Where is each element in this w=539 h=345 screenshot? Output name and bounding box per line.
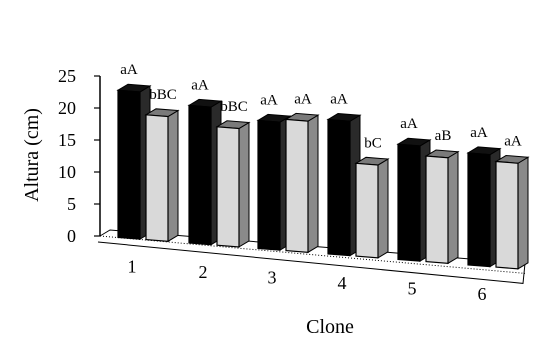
bar-data-label: aA bbox=[191, 77, 209, 93]
y-tick-label: 15 bbox=[58, 130, 76, 150]
bar bbox=[425, 155, 449, 264]
bar-data-label: bBC bbox=[220, 99, 248, 115]
bar bbox=[495, 160, 519, 270]
x-tick-label: 5 bbox=[408, 279, 417, 299]
bar-data-label: bBC bbox=[149, 87, 177, 103]
bar bbox=[257, 119, 281, 251]
y-tick-label: 0 bbox=[67, 226, 76, 246]
y-tick-label: 20 bbox=[58, 98, 76, 118]
y-tick-label: 25 bbox=[58, 66, 76, 86]
bar bbox=[145, 114, 169, 242]
x-axis-label: Clone bbox=[306, 316, 354, 338]
bar-side bbox=[447, 150, 459, 265]
x-axis-line bbox=[99, 235, 526, 274]
y-tick-label: 10 bbox=[58, 162, 76, 182]
bar-side bbox=[377, 158, 389, 259]
x-tick-label: 3 bbox=[268, 268, 277, 288]
bar bbox=[117, 89, 141, 240]
bar-data-label: aA bbox=[400, 116, 418, 132]
x-tick-label: 6 bbox=[478, 284, 487, 304]
bar-data-label: aA bbox=[470, 125, 488, 141]
bar bbox=[467, 152, 491, 268]
x-tick-label: 2 bbox=[199, 262, 208, 282]
bar-data-label: bC bbox=[364, 135, 382, 151]
bar bbox=[188, 104, 212, 246]
bar bbox=[397, 143, 421, 262]
y-tick-label: 5 bbox=[67, 194, 76, 214]
bar-side bbox=[238, 121, 250, 248]
bar bbox=[216, 126, 240, 248]
y-axis-label: Altura (cm) bbox=[21, 108, 43, 202]
x-tick-label: 1 bbox=[128, 257, 137, 277]
bar bbox=[355, 162, 379, 259]
bar-side bbox=[167, 109, 179, 243]
bar-side bbox=[517, 156, 529, 270]
bar-data-label: aB bbox=[435, 128, 452, 144]
x-tick-label: 4 bbox=[338, 273, 347, 293]
bar-data-label: aA bbox=[504, 134, 522, 150]
bar-side bbox=[307, 114, 319, 254]
bar-data-label: aA bbox=[260, 92, 278, 108]
bar-data-label: aA bbox=[120, 62, 138, 78]
bar bbox=[285, 118, 309, 253]
bar-data-label: aA bbox=[294, 91, 312, 107]
bar bbox=[327, 118, 351, 257]
bar-data-label: aA bbox=[330, 92, 348, 108]
